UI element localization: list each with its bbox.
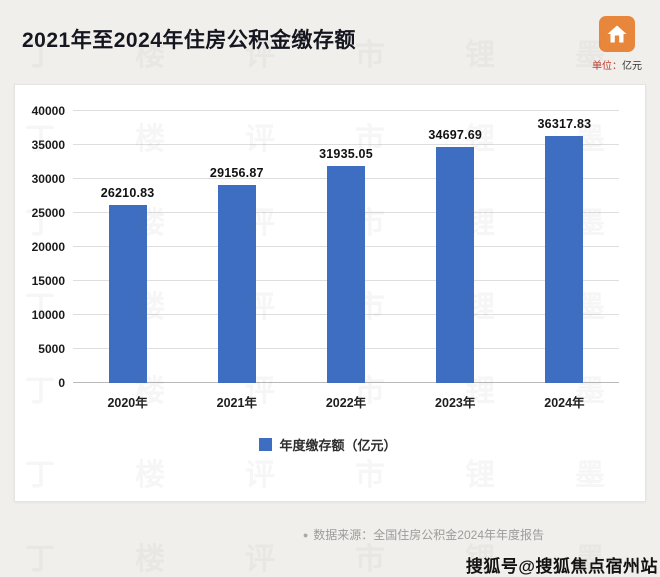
y-tick-label: 20000 [31, 240, 65, 254]
plot-area: 26210.83 29156.87 31935.05 34697.69 36317.83 [73, 110, 619, 383]
unit-box: 单位：亿元 [592, 16, 642, 72]
x-axis-label: 2021年 [216, 396, 257, 410]
x-axis-label: 2023年 [435, 396, 476, 410]
source-line: ● 数据来源：全国住房公积金2024年年度报告 [0, 526, 544, 543]
chart-area: 0 5000 10000 15000 20000 25000 30000 35000 40000… [21, 104, 635, 390]
bar [108, 204, 147, 383]
y-tick-label: 5000 [38, 342, 65, 356]
legend-label: 年度缴存额（亿元） [279, 438, 397, 453]
x-axis-label: 2022年 [325, 396, 367, 410]
bar-column: 36317.83 [510, 111, 619, 383]
bar [327, 165, 365, 383]
gridline [73, 110, 619, 111]
bar [436, 147, 475, 383]
site-watermark: 搜狐号@搜狐焦点宿州站 [465, 557, 658, 576]
bar-column: 26210.83 [73, 111, 182, 383]
bar-value-label: 36317.83 [537, 117, 592, 132]
y-tick-label: 35000 [31, 138, 65, 152]
bar-value-label: 34697.69 [428, 128, 483, 143]
y-axis: 0 5000 10000 15000 20000 25000 30000 35000 40000 [21, 104, 73, 390]
y-tick-label: 10000 [31, 308, 65, 322]
bar-column: 34697.69 [401, 111, 510, 383]
bar-value-label: 26210.83 [100, 185, 155, 200]
unit-label-value: 亿元 [622, 61, 642, 72]
bar [545, 136, 584, 383]
unit-label: 单位：亿元 [592, 57, 642, 72]
house-icon [599, 16, 635, 52]
page-title: 2021年至2024年住房公积金缴存额 [22, 29, 356, 52]
y-tick-label: 25000 [31, 206, 65, 220]
bars-row: 26210.83 29156.87 31935.05 34697.69 36317.83 [73, 111, 619, 383]
x-axis-label: 2020年 [107, 396, 148, 410]
bar-value-label: 31935.05 [319, 146, 373, 161]
bar-value-label: 29156.87 [209, 165, 264, 180]
chart-card: 0 5000 10000 15000 20000 25000 30000 35000 40000… [14, 84, 646, 502]
source-text: 数据来源：全国住房公积金2024年年度报告 [313, 528, 544, 542]
bar-column: 29156.87 [182, 111, 291, 383]
y-tick-label: 30000 [31, 172, 65, 186]
y-tick-label: 40000 [31, 104, 65, 118]
bar [217, 184, 256, 383]
unit-label-prefix: 单位： [592, 61, 622, 72]
gridline [73, 144, 619, 145]
x-axis-label: 2024年 [544, 396, 585, 410]
legend-swatch [259, 438, 273, 451]
x-labels-row: 2020年 2021年 2022年 2023年 2024年 [73, 392, 619, 411]
header: 2021年至2024年住房公积金缴存额 单位：亿元 [0, 0, 660, 78]
bullet-icon: ● [302, 530, 309, 540]
bar-column: 31935.05 [291, 111, 400, 383]
y-tick-label: 0 [58, 376, 65, 390]
legend: 年度缴存额（亿元） [21, 435, 635, 454]
y-tick-label: 15000 [31, 274, 65, 288]
